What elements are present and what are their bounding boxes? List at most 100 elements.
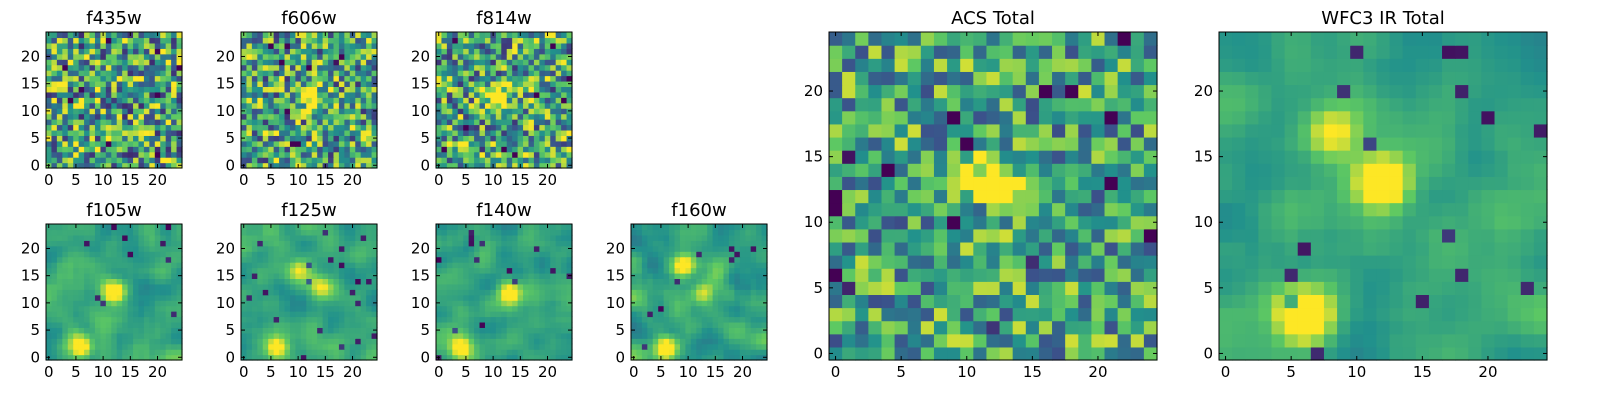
heatmap-cell	[51, 349, 58, 356]
heatmap-cell	[171, 262, 178, 269]
heatmap-cell	[322, 272, 329, 279]
heatmap-cell	[143, 294, 150, 301]
heatmap-cell	[300, 32, 307, 39]
heatmap-cell	[479, 37, 486, 44]
heatmap-cell	[685, 305, 692, 312]
heatmap-cell	[685, 272, 692, 279]
heatmap-cell	[366, 338, 373, 345]
heatmap-cell	[842, 307, 856, 322]
heatmap-cell	[165, 343, 172, 350]
heatmap-cell	[78, 289, 85, 296]
heatmap-cell	[241, 267, 248, 274]
heatmap-cell	[300, 272, 307, 279]
heatmap-cell	[317, 262, 324, 269]
heatmap-cell	[122, 80, 129, 87]
heatmap-cell	[528, 305, 535, 312]
heatmap-cell	[94, 91, 101, 98]
heatmap-cell	[143, 289, 150, 296]
heatmap-cell	[89, 305, 96, 312]
heatmap-cell	[528, 91, 535, 98]
heatmap-cell	[360, 113, 367, 120]
heatmap-cell	[490, 48, 497, 55]
heatmap-cell	[539, 234, 546, 241]
heatmap-cell	[479, 157, 486, 164]
heatmap-cell	[561, 146, 568, 153]
heatmap-cell	[176, 146, 183, 153]
heatmap-cell	[468, 157, 475, 164]
heatmap-cell	[306, 332, 313, 339]
heatmap-cell	[734, 354, 741, 361]
heatmap-cell	[685, 256, 692, 263]
heatmap-cell	[517, 113, 524, 120]
heatmap-cell	[317, 305, 324, 312]
panel-title: f814w	[476, 8, 531, 29]
heatmap-cell	[679, 278, 686, 285]
heatmap-cell	[138, 32, 145, 39]
heatmap-cell	[550, 311, 557, 318]
heatmap-cell	[56, 113, 63, 120]
heatmap-cell	[246, 305, 253, 312]
heatmap-cell	[517, 53, 524, 60]
heatmap-cell	[474, 245, 481, 252]
heatmap-cell	[94, 102, 101, 109]
heatmap-cell	[1117, 320, 1132, 335]
heatmap-cell	[311, 316, 318, 323]
heatmap-cell	[127, 140, 134, 147]
heatmap-cell	[73, 240, 80, 247]
heatmap-cell	[295, 343, 302, 350]
heatmap-cell	[262, 316, 269, 323]
heatmap-cell	[436, 37, 443, 44]
heatmap-cell	[338, 224, 345, 231]
heatmap-cell	[251, 289, 258, 296]
heatmap-cell	[338, 245, 345, 252]
heatmap-cell	[712, 240, 719, 247]
heatmap-cell	[533, 311, 540, 318]
heatmap-cell	[452, 162, 459, 169]
heatmap-cell	[366, 354, 373, 361]
heatmap-cell	[533, 129, 540, 136]
heatmap-cell	[84, 272, 91, 279]
heatmap-cell	[122, 245, 129, 252]
heatmap-cell	[539, 75, 546, 82]
heatmap-cell	[306, 262, 313, 269]
heatmap-cell	[544, 283, 551, 290]
heatmap-cell	[685, 251, 692, 258]
heatmap-cell	[67, 97, 74, 104]
heatmap-cell	[105, 64, 112, 71]
heatmap-cell	[279, 272, 286, 279]
heatmap-cell	[171, 135, 178, 142]
heatmap-cell	[533, 102, 540, 109]
heatmap-cell	[78, 278, 85, 285]
heatmap-cell	[1091, 320, 1106, 335]
heatmap-cell	[328, 278, 335, 285]
heatmap-cell	[446, 151, 453, 158]
heatmap-cell	[463, 251, 470, 258]
heatmap-cell	[658, 332, 665, 339]
heatmap-cell	[289, 124, 296, 131]
heatmap-cell	[154, 283, 161, 290]
heatmap-cell	[479, 97, 486, 104]
heatmap-cell	[484, 86, 491, 93]
heatmap-cell	[636, 267, 643, 274]
heatmap-cell	[436, 113, 443, 120]
heatmap-cell	[56, 91, 63, 98]
heatmap-cell	[149, 102, 156, 109]
heatmap-cell	[679, 267, 686, 274]
heatmap-cell	[718, 262, 725, 269]
heatmap-cell	[495, 140, 502, 147]
heatmap-cell	[468, 332, 475, 339]
heatmap-cell	[696, 294, 703, 301]
heatmap-cell	[279, 135, 286, 142]
heatmap-cell	[360, 32, 367, 39]
heatmap-cell	[1025, 150, 1040, 164]
heatmap-cell	[501, 349, 508, 356]
heatmap-cell	[723, 343, 730, 350]
heatmap-cell	[122, 234, 129, 241]
heatmap-cell	[78, 108, 85, 115]
heatmap-cell	[262, 272, 269, 279]
heatmap-cell	[761, 321, 768, 328]
heatmap-cell	[452, 311, 459, 318]
heatmap-cell	[165, 64, 172, 71]
heatmap-cell	[468, 32, 475, 39]
heatmap-cell	[328, 338, 335, 345]
